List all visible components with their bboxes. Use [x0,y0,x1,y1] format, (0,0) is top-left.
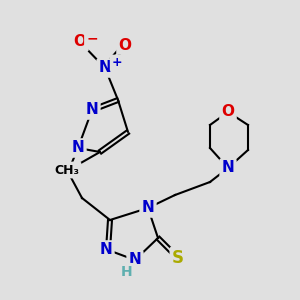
Text: +: + [112,56,122,70]
Text: CH₃: CH₃ [55,164,80,176]
Text: O: O [74,34,86,50]
Text: O: O [118,38,131,52]
Text: −: − [86,31,98,45]
Text: O: O [221,104,235,119]
Text: N: N [85,103,98,118]
Text: N: N [100,242,112,257]
Text: N: N [72,140,84,155]
Text: N: N [142,200,154,215]
Text: N: N [222,160,234,175]
Text: S: S [172,249,184,267]
Text: N: N [129,253,141,268]
Text: H: H [121,265,133,279]
Text: N: N [99,61,111,76]
